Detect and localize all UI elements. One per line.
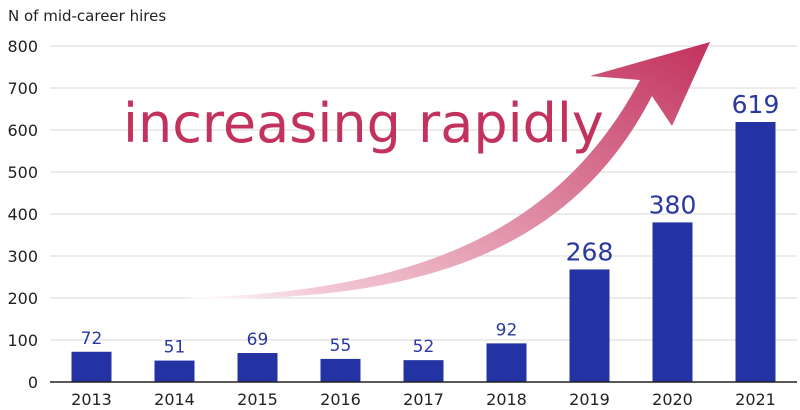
y-tick-label: 200 bbox=[7, 289, 38, 308]
grid bbox=[50, 45, 797, 341]
x-tick-label: 2021 bbox=[735, 390, 776, 409]
y-tick-label: 500 bbox=[7, 163, 38, 182]
x-tick-label: 2017 bbox=[403, 390, 444, 409]
bar bbox=[652, 222, 693, 382]
y-tick-label: 600 bbox=[7, 121, 38, 140]
data-label: 69 bbox=[247, 330, 269, 350]
x-tick-label: 2019 bbox=[569, 390, 610, 409]
y-axis-label: N of mid-career hires bbox=[8, 7, 166, 25]
bar bbox=[486, 343, 527, 382]
y-tick-label: 100 bbox=[7, 331, 38, 350]
x-tick-label: 2020 bbox=[652, 390, 693, 409]
y-tick-label: 800 bbox=[7, 37, 38, 56]
bar bbox=[735, 122, 776, 383]
data-label: 619 bbox=[732, 90, 780, 119]
x-tick-label: 2013 bbox=[71, 390, 112, 409]
y-tick-labels: 0 100 200 300 400 500 600 700 800 bbox=[7, 37, 38, 392]
data-label: 92 bbox=[496, 320, 518, 340]
bar bbox=[320, 358, 361, 382]
y-tick-label: 0 bbox=[28, 373, 38, 392]
x-tick-label: 2018 bbox=[486, 390, 527, 409]
data-label: 51 bbox=[164, 338, 186, 358]
bars bbox=[71, 122, 776, 383]
bar bbox=[569, 269, 610, 382]
data-label: 52 bbox=[413, 337, 435, 357]
bar bbox=[403, 360, 444, 382]
trend-arrow bbox=[185, 42, 710, 299]
data-label: 268 bbox=[566, 237, 614, 266]
bar bbox=[237, 353, 278, 382]
data-label: 72 bbox=[81, 329, 103, 349]
x-tick-label: 2016 bbox=[320, 390, 361, 409]
y-tick-label: 700 bbox=[7, 79, 38, 98]
x-tick-label: 2014 bbox=[154, 390, 195, 409]
data-label: 55 bbox=[330, 336, 352, 356]
data-label: 380 bbox=[649, 190, 697, 219]
bar bbox=[154, 360, 195, 382]
bar bbox=[71, 351, 112, 382]
x-tick-label: 2015 bbox=[237, 390, 278, 409]
y-tick-label: 300 bbox=[7, 247, 38, 266]
data-labels: 72 51 69 55 52 92 268 380 619 bbox=[81, 90, 780, 358]
annotation-text: increasing rapidly bbox=[123, 92, 604, 155]
x-tick-labels: 2013 2014 2015 2016 2017 2018 2019 2020 2021 bbox=[71, 390, 776, 409]
y-tick-label: 400 bbox=[7, 205, 38, 224]
